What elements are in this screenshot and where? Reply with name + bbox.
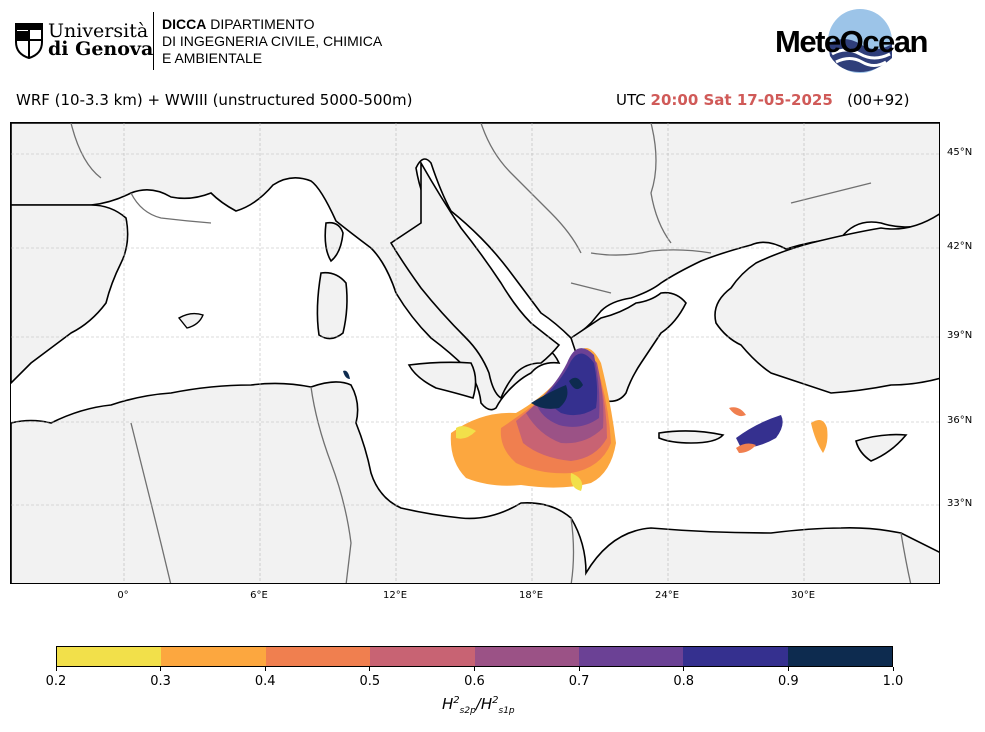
colorbar-title-base2: H [480,695,493,713]
land-iberia [11,204,129,385]
field-small-patch [343,370,350,379]
map-panel [10,122,940,584]
colorbar-segment [370,647,475,666]
unige-line2: di Genova [48,38,154,60]
colorbar-tick [892,667,894,671]
utc-label: UTC [616,91,646,109]
lon-label-0: 0° [117,590,129,601]
colorbar-tick-label: 0.5 [359,674,381,689]
colorbar-tick [264,667,266,671]
colorbar-tick [369,667,371,671]
colorbar-title: H2s2p/H2s1p [442,695,515,716]
lat-label-45: 45°N [947,147,973,158]
colorbar-tick-label: 1.0 [882,674,904,689]
unige-line1: Università [48,20,149,42]
dicca-line2: DI INGEGNERIA CIVILE, CHIMICA [162,33,383,49]
land-anatolia [714,213,939,394]
lon-label-12e: 12°E [382,590,408,601]
land-crete [658,430,725,444]
colorbar-tick-label: 0.4 [254,674,276,689]
valid-time: 20:00 Sat 17-05-2025 [650,91,833,109]
logo-separator [153,12,154,70]
land-sardinia [316,271,348,340]
colorbar-segment [683,647,788,666]
model-description: WRF (10-3.3 km) + WWIII (unstructured 50… [16,91,413,109]
colorbar-tick-label: 0.3 [150,674,171,689]
colorbar-segment [57,647,162,666]
mediterranean-map [11,123,939,583]
colorbar-tick-label: 0.6 [464,674,485,689]
colorbar-tick-label: 0.7 [568,674,590,689]
colorbar-tick-label: 0.9 [778,674,799,689]
field-level-0.9 [531,377,583,409]
colorbar-tick [683,667,685,671]
field-east [811,419,828,453]
land-mallorca [177,312,204,329]
graticule [11,123,939,583]
colorbar-tick-label: 0.2 [45,674,67,689]
colorbar-segment [161,647,266,666]
meteocean-wordmark: MeteOcean [775,24,928,59]
meteocean-waves-icon [828,9,892,73]
colorbar [56,646,893,667]
colorbar-segment [578,647,684,666]
lon-label-18e: 18°E [518,590,544,601]
colorbar-segment [265,647,371,666]
colorbar-tick [55,667,57,671]
colorbar-title-base: H [442,695,454,713]
land-africa [11,381,939,583]
lon-label-24e: 24°E [654,590,680,601]
land-corsica [324,221,344,263]
lon-label-30e: 30°E [790,590,816,601]
dicca-acronym: DICCA [162,16,207,32]
unige-crest-icon [15,23,43,60]
dicca-text: DICCA DIPARTIMENTO DI INGEGNERIA CIVILE,… [162,16,382,67]
country-borders [70,123,912,583]
colorbar-tick [474,667,475,671]
land-cyprus [855,433,908,462]
colorbar-segment [787,647,892,666]
field-level-0.2 [456,426,583,491]
lat-label-36: 36°N [947,415,973,426]
unige-logo: Università di Genova [14,14,154,74]
dicca-line3: E AMBIENTALE [162,50,263,66]
lead-time: (00+92) [847,91,910,109]
lat-label-42: 42°N [947,241,973,252]
colorbar-tick [787,667,789,671]
field-aegean [736,415,783,448]
lat-label-39: 39°N [947,330,973,341]
wave-ratio-field [343,348,828,491]
lat-label-33: 33°N [947,498,973,509]
land-italy [389,159,561,400]
colorbar-tick [160,667,162,671]
forecast-time: UTC 20:00 Sat 17-05-2025 (00+92) [616,91,910,109]
colorbar-title-sub1: s2p [459,706,476,716]
colorbar-segment [474,647,579,666]
meteocean-logo [774,8,944,78]
colorbar-tick-label: 0.8 [673,674,695,689]
land-sicily [407,361,477,399]
colorbar-tick [578,667,580,671]
colorbar-title-sub2: s1p [498,706,515,716]
lon-label-6e: 6°E [250,590,268,601]
dicca-line1: DIPARTIMENTO [210,16,315,32]
